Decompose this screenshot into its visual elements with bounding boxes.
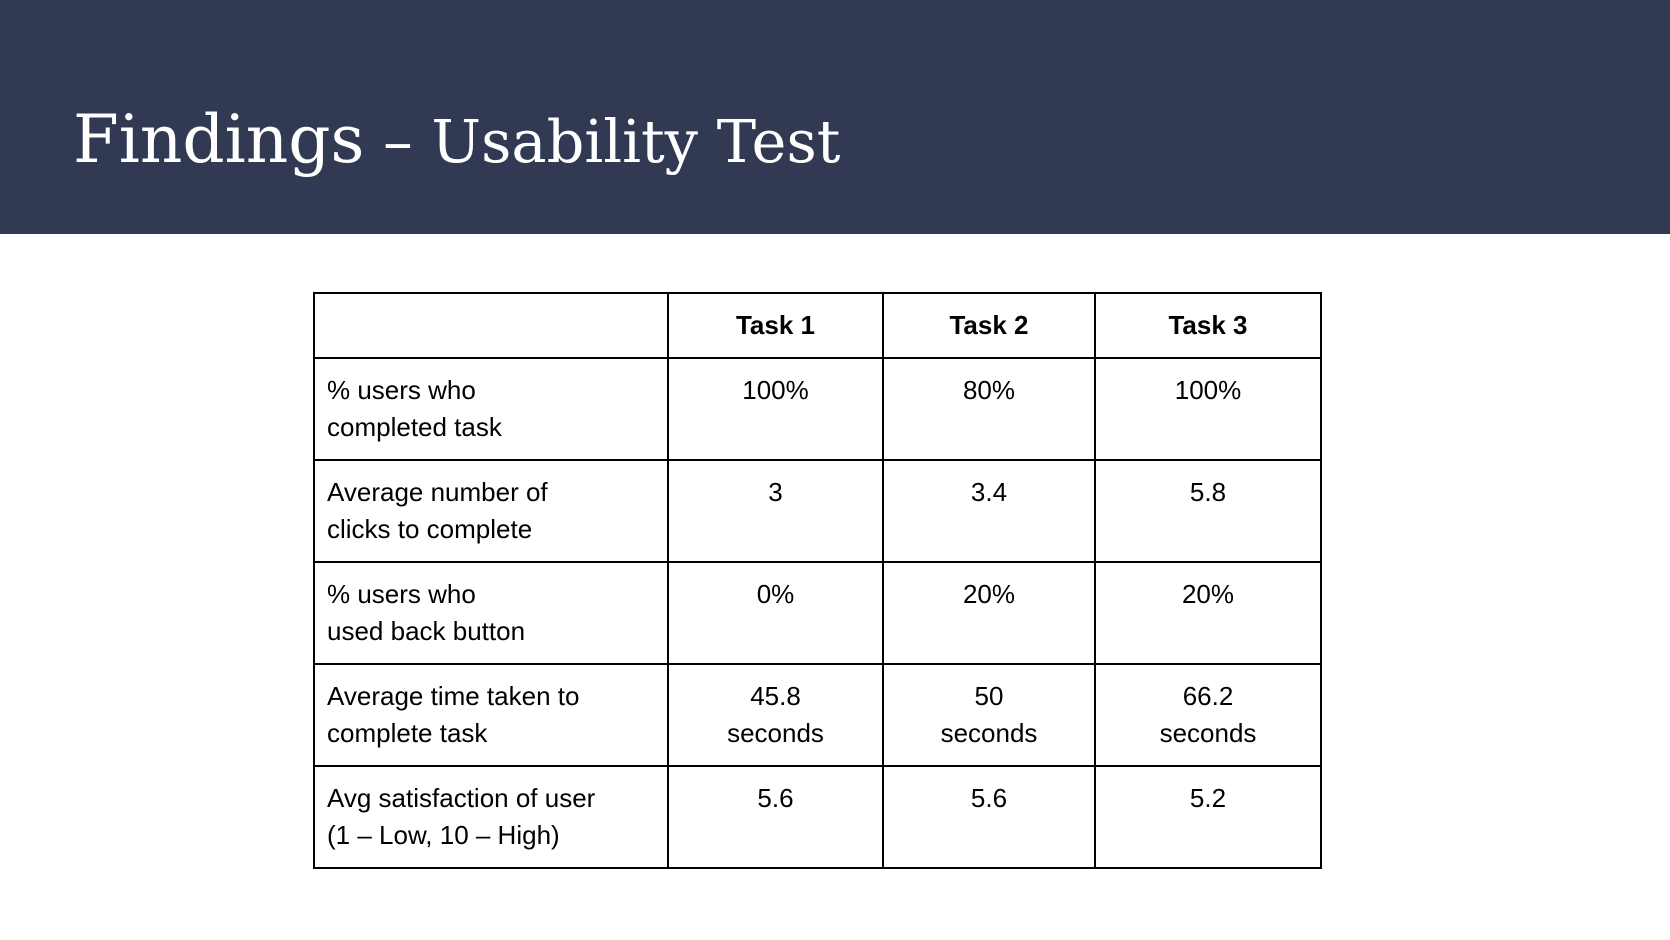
header-cell-task-3: Task 3 xyxy=(1094,292,1322,359)
table-row: Average number of clicks to complete 3 3… xyxy=(313,459,1322,563)
table-row: % users who used back button 0% 20% 20% xyxy=(313,561,1322,665)
value-cell: 5.8 xyxy=(1094,459,1322,563)
title-sub: Usability Test xyxy=(431,107,841,176)
metric-cell: Avg satisfaction of user (1 – Low, 10 – … xyxy=(313,765,669,869)
value-cell: 5.6 xyxy=(882,765,1096,869)
header-band xyxy=(0,0,1670,234)
value-cell: 3 xyxy=(667,459,884,563)
value-cell: 80% xyxy=(882,357,1096,461)
metric-cell: Average time taken to complete task xyxy=(313,663,669,767)
title-separator: – xyxy=(364,107,432,176)
value-cell: 0% xyxy=(667,561,884,665)
value-cell: 100% xyxy=(667,357,884,461)
value-cell: 20% xyxy=(1094,561,1322,665)
metric-cell: % users who used back button xyxy=(313,561,669,665)
value-cell: 100% xyxy=(1094,357,1322,461)
value-cell: 3.4 xyxy=(882,459,1096,563)
header-cell-task-1: Task 1 xyxy=(667,292,884,359)
metric-cell: % users who completed task xyxy=(313,357,669,461)
table-row: Average time taken to complete task 45.8… xyxy=(313,663,1322,767)
value-cell: 66.2 seconds xyxy=(1094,663,1322,767)
table-row: % users who completed task 100% 80% 100% xyxy=(313,357,1322,461)
value-cell: 50 seconds xyxy=(882,663,1096,767)
title-main: Findings xyxy=(73,101,365,178)
findings-table: Task 1 Task 2 Task 3 % users who complet… xyxy=(313,292,1322,869)
value-cell: 45.8 seconds xyxy=(667,663,884,767)
table-row: Avg satisfaction of user (1 – Low, 10 – … xyxy=(313,765,1322,869)
value-cell: 5.6 xyxy=(667,765,884,869)
table-header-row: Task 1 Task 2 Task 3 xyxy=(313,292,1322,359)
value-cell: 5.2 xyxy=(1094,765,1322,869)
slide-title: Findings – Usability Test xyxy=(73,100,840,179)
metric-cell: Average number of clicks to complete xyxy=(313,459,669,563)
header-cell-empty xyxy=(313,292,669,359)
header-cell-task-2: Task 2 xyxy=(882,292,1096,359)
value-cell: 20% xyxy=(882,561,1096,665)
